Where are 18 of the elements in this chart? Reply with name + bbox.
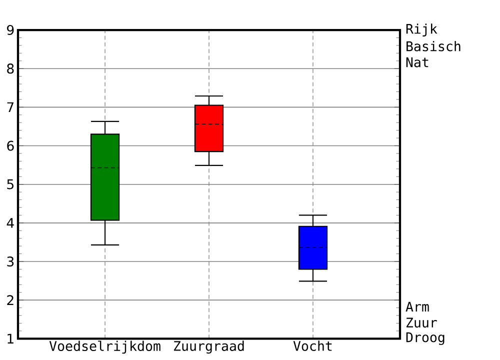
y-tick-label: 6 bbox=[7, 140, 14, 151]
text: Nat bbox=[406, 57, 428, 68]
x-tick-label: Vocht bbox=[293, 340, 332, 351]
y-tick-label: 7 bbox=[7, 102, 14, 112]
y-tick-label: 9 bbox=[7, 24, 14, 36]
text: Rijk bbox=[406, 24, 438, 36]
text: Zuur bbox=[406, 318, 437, 328]
y-tick-label: 3 bbox=[7, 256, 14, 267]
x-tick-label: Zuurgraad bbox=[174, 340, 244, 354]
y-tick-label: 1 bbox=[8, 334, 14, 344]
y-tick-label: 2 bbox=[7, 295, 14, 306]
text: Droog bbox=[406, 332, 444, 345]
y-tick-label: 5 bbox=[7, 179, 14, 190]
text: Basisch bbox=[406, 41, 460, 52]
y-tick-label: 8 bbox=[7, 64, 14, 74]
text: Arm bbox=[406, 302, 429, 312]
y-tick-label: 4 bbox=[6, 218, 14, 228]
x-tick-label: Voedselrijkdom bbox=[49, 340, 160, 354]
